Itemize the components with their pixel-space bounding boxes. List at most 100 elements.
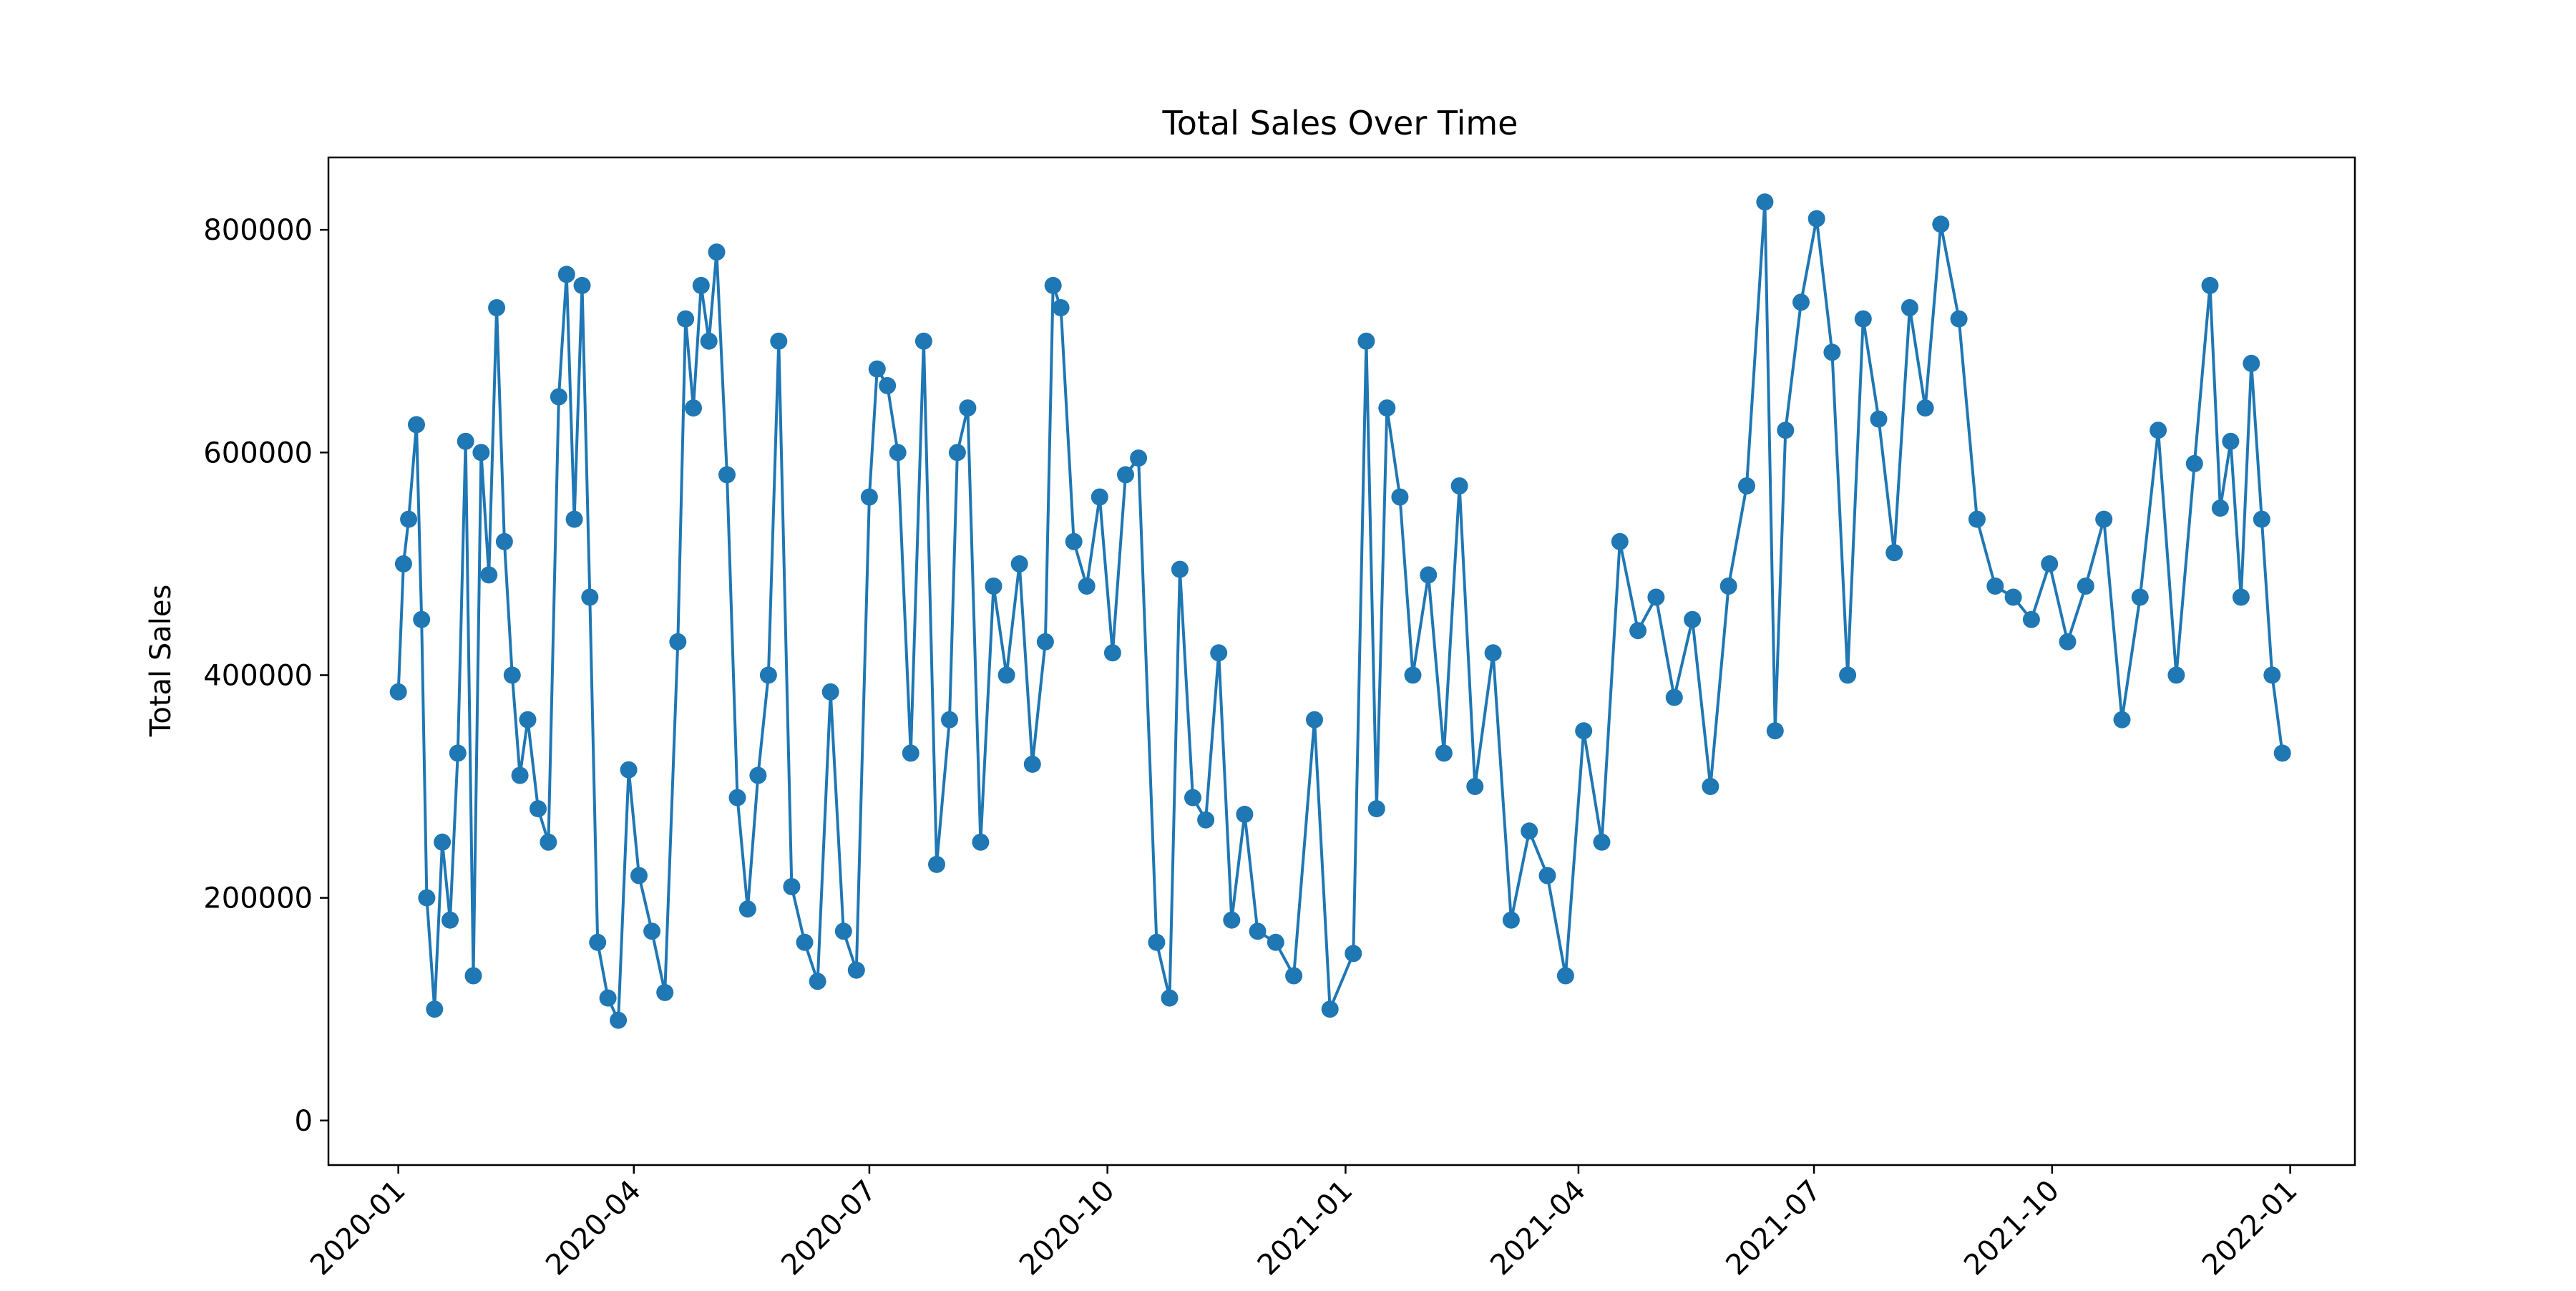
data-point <box>1766 722 1784 740</box>
data-point <box>480 566 498 584</box>
data-point <box>589 933 607 951</box>
data-point <box>928 855 945 873</box>
data-point <box>708 243 726 261</box>
data-point <box>759 666 777 684</box>
data-point <box>1823 344 1841 361</box>
data-point <box>1404 666 1422 684</box>
data-point <box>1036 633 1054 651</box>
data-point <box>1197 811 1215 829</box>
data-point <box>834 922 852 940</box>
x-tick-label: 2020-07 <box>775 1174 883 1282</box>
data-point <box>1950 310 1968 328</box>
data-point <box>1556 967 1574 985</box>
data-point <box>1870 410 1888 428</box>
data-point <box>426 1000 444 1018</box>
data-point <box>1236 805 1254 823</box>
x-tick-label: 2021-07 <box>1719 1174 1828 1282</box>
data-point <box>879 376 897 394</box>
data-point <box>1466 778 1484 795</box>
x-tick-label: 2020-10 <box>1013 1174 1121 1282</box>
data-point <box>418 889 436 907</box>
data-point <box>1378 399 1396 417</box>
data-point <box>656 983 674 1001</box>
y-axis-label: Total Sales <box>145 585 177 738</box>
data-point <box>1792 293 1810 311</box>
data-point <box>1521 822 1538 840</box>
data-point <box>441 911 459 929</box>
data-point <box>1420 566 1438 584</box>
data-point <box>488 299 506 316</box>
data-point <box>941 711 958 729</box>
data-point <box>1345 945 1362 963</box>
data-point <box>503 666 521 684</box>
data-point <box>1684 610 1702 628</box>
data-point <box>718 466 736 484</box>
data-point <box>557 265 575 283</box>
data-point <box>434 833 452 851</box>
data-point <box>889 444 907 462</box>
x-tick-label: 2021-04 <box>1484 1174 1592 1282</box>
data-point <box>1023 755 1041 773</box>
data-point <box>394 555 412 573</box>
data-point <box>1044 276 1062 294</box>
data-point <box>1091 488 1108 506</box>
data-point <box>1538 867 1556 885</box>
data-point <box>2004 588 2022 606</box>
data-point <box>573 276 591 294</box>
plot-frame <box>327 156 2356 1166</box>
data-point <box>643 922 661 940</box>
y-tick-label: 200000 <box>203 882 313 915</box>
data-point <box>1885 544 1903 562</box>
y-tick-label: 0 <box>295 1105 313 1138</box>
y-tick-label: 600000 <box>203 437 313 469</box>
data-point <box>2131 588 2149 606</box>
data-point <box>408 416 425 434</box>
data-point <box>728 789 746 807</box>
data-point <box>2253 510 2270 528</box>
data-point <box>1807 210 1825 228</box>
data-point <box>1249 922 1267 940</box>
data-point <box>902 744 919 762</box>
data-point <box>1184 789 1201 807</box>
data-point <box>2059 633 2077 651</box>
data-point <box>2232 588 2250 606</box>
data-point <box>738 900 756 918</box>
data-point <box>1171 560 1189 578</box>
x-tick-label: 2021-01 <box>1252 1174 1360 1282</box>
data-point <box>1078 578 1096 595</box>
y-tick-label: 400000 <box>203 659 313 692</box>
data-point <box>2222 432 2240 450</box>
data-point <box>620 761 638 779</box>
data-point <box>581 588 599 606</box>
data-point <box>972 833 990 851</box>
data-point <box>1719 578 1737 595</box>
data-point <box>692 276 710 294</box>
data-point <box>1854 310 1872 328</box>
data-point <box>868 360 886 378</box>
data-point <box>1502 911 1520 929</box>
x-tick-label: 2022-01 <box>2196 1174 2304 1282</box>
data-point <box>1357 332 1375 350</box>
data-point <box>1629 622 1647 640</box>
data-point <box>770 332 788 350</box>
data-point <box>959 399 977 417</box>
data-point <box>413 610 431 628</box>
data-point <box>685 399 702 417</box>
series-layer <box>389 193 2291 1029</box>
data-point <box>1161 989 1179 1007</box>
data-point <box>1839 666 1857 684</box>
data-point <box>1968 510 1986 528</box>
data-point <box>610 1011 628 1029</box>
data-point <box>783 878 801 895</box>
data-point <box>519 711 537 729</box>
data-point <box>1285 967 1303 985</box>
data-point <box>2273 744 2291 762</box>
data-point <box>2243 354 2260 372</box>
data-point <box>472 444 490 462</box>
data-point <box>1756 193 1774 211</box>
data-point <box>540 833 557 851</box>
data-point <box>1575 722 1593 740</box>
data-point <box>1130 449 1148 467</box>
